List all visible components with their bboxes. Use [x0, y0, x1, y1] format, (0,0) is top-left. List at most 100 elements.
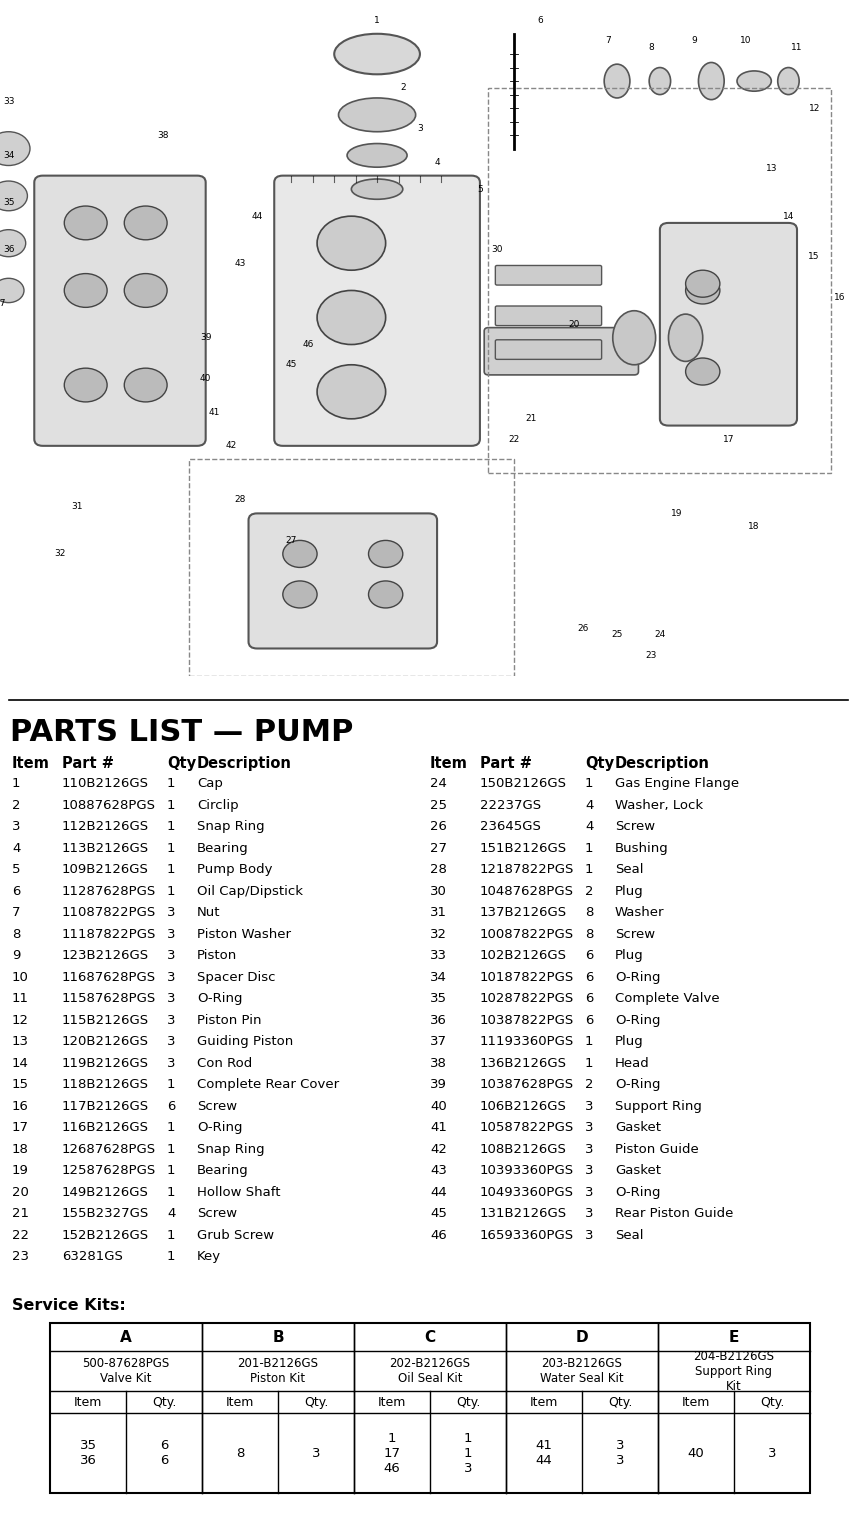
Text: 116B2126GS: 116B2126GS: [62, 1122, 149, 1134]
Text: 33: 33: [430, 949, 447, 962]
Text: 500-87628PGS
Valve Kit: 500-87628PGS Valve Kit: [82, 1357, 170, 1384]
Text: B: B: [273, 1330, 284, 1345]
Text: 5: 5: [477, 185, 482, 194]
Text: 4: 4: [167, 1207, 176, 1220]
Text: 11687628PGS: 11687628PGS: [62, 972, 156, 984]
Circle shape: [64, 369, 107, 402]
Text: Qty: Qty: [585, 756, 614, 771]
Text: 5: 5: [12, 864, 21, 876]
Text: 3: 3: [585, 1143, 594, 1155]
Text: 13: 13: [12, 1035, 29, 1049]
Circle shape: [0, 278, 24, 302]
Text: O-Ring: O-Ring: [197, 993, 243, 1005]
FancyBboxPatch shape: [660, 223, 797, 425]
Text: 39: 39: [430, 1078, 446, 1091]
FancyBboxPatch shape: [34, 176, 206, 446]
Text: 26: 26: [430, 820, 446, 833]
Text: Plug: Plug: [615, 885, 644, 897]
Ellipse shape: [613, 311, 656, 364]
Text: 35
36: 35 36: [80, 1439, 97, 1466]
Bar: [488, 88, 831, 474]
Text: 11287628PGS: 11287628PGS: [62, 885, 156, 897]
Text: 8: 8: [236, 1447, 244, 1459]
Text: Piston Washer: Piston Washer: [197, 927, 291, 941]
Text: 31: 31: [71, 502, 83, 512]
Circle shape: [686, 276, 720, 304]
Text: 1: 1: [375, 15, 380, 24]
Bar: [189, 460, 514, 676]
Ellipse shape: [347, 144, 407, 167]
Text: Gasket: Gasket: [615, 1164, 661, 1178]
Text: 10387628PGS: 10387628PGS: [480, 1078, 574, 1091]
Ellipse shape: [339, 99, 416, 132]
Text: 22: 22: [508, 434, 520, 443]
Text: 119B2126GS: 119B2126GS: [62, 1057, 149, 1070]
Text: 15: 15: [808, 252, 820, 261]
Text: 3: 3: [167, 1014, 176, 1026]
Text: 31: 31: [430, 906, 447, 920]
Text: 46: 46: [430, 1228, 446, 1242]
Text: Bearing: Bearing: [197, 842, 249, 855]
Text: Item: Item: [682, 1395, 710, 1409]
Text: 10387822PGS: 10387822PGS: [480, 1014, 574, 1026]
Text: 6: 6: [585, 949, 593, 962]
Text: 8: 8: [585, 927, 593, 941]
Text: 3: 3: [585, 1099, 594, 1113]
Circle shape: [369, 540, 403, 568]
Text: Support Ring: Support Ring: [615, 1099, 702, 1113]
Text: Qty.: Qty.: [760, 1395, 784, 1409]
Text: 3: 3: [167, 993, 176, 1005]
Text: 27: 27: [285, 536, 297, 545]
Text: 25: 25: [611, 630, 623, 639]
Text: 17: 17: [722, 434, 734, 443]
Text: O-Ring: O-Ring: [197, 1122, 243, 1134]
Ellipse shape: [778, 68, 799, 94]
Text: 4: 4: [434, 158, 440, 167]
Text: 3: 3: [585, 1164, 594, 1178]
Text: 6: 6: [585, 993, 593, 1005]
Text: 2: 2: [585, 885, 594, 897]
Text: Screw: Screw: [197, 1207, 237, 1220]
Text: 10393360PGS: 10393360PGS: [480, 1164, 574, 1178]
Text: 6: 6: [167, 1099, 176, 1113]
Text: 38: 38: [430, 1057, 446, 1070]
Text: 34: 34: [430, 972, 446, 984]
Text: 35: 35: [3, 199, 15, 206]
Ellipse shape: [650, 68, 670, 94]
Text: 40: 40: [430, 1099, 446, 1113]
Text: 23: 23: [645, 651, 657, 660]
FancyBboxPatch shape: [274, 176, 480, 446]
Text: 1: 1: [167, 1164, 176, 1178]
Text: Guiding Piston: Guiding Piston: [197, 1035, 293, 1049]
Text: 41
44: 41 44: [536, 1439, 553, 1466]
Text: 1: 1: [585, 777, 594, 791]
Text: 6: 6: [585, 1014, 593, 1026]
Text: 1: 1: [167, 1078, 176, 1091]
Text: 25: 25: [430, 798, 447, 812]
Text: Oil Cap/Dipstick: Oil Cap/Dipstick: [197, 885, 303, 897]
Text: 32: 32: [54, 550, 66, 559]
Text: 117B2126GS: 117B2126GS: [62, 1099, 149, 1113]
Text: Seal: Seal: [615, 1228, 644, 1242]
Text: Service Kits:: Service Kits:: [12, 1298, 126, 1313]
Text: Piston Pin: Piston Pin: [197, 1014, 261, 1026]
Text: 120B2126GS: 120B2126GS: [62, 1035, 149, 1049]
Text: Qty.: Qty.: [152, 1395, 177, 1409]
Text: Complete Valve: Complete Valve: [615, 993, 720, 1005]
Text: 28: 28: [234, 495, 246, 504]
Circle shape: [124, 369, 167, 402]
Text: 20: 20: [12, 1186, 29, 1199]
Text: 15: 15: [12, 1078, 29, 1091]
Text: 27: 27: [430, 842, 447, 855]
Text: 152B2126GS: 152B2126GS: [62, 1228, 149, 1242]
Text: 45: 45: [285, 360, 297, 369]
Text: 39: 39: [200, 334, 212, 342]
Ellipse shape: [668, 314, 703, 361]
Text: 115B2126GS: 115B2126GS: [62, 1014, 149, 1026]
Ellipse shape: [604, 64, 630, 99]
Text: 201-B2126GS
Piston Kit: 201-B2126GS Piston Kit: [237, 1357, 319, 1384]
Text: 44: 44: [251, 211, 263, 220]
Text: Qty.: Qty.: [608, 1395, 632, 1409]
Text: Hollow Shaft: Hollow Shaft: [197, 1186, 280, 1199]
Text: 42: 42: [225, 442, 237, 451]
